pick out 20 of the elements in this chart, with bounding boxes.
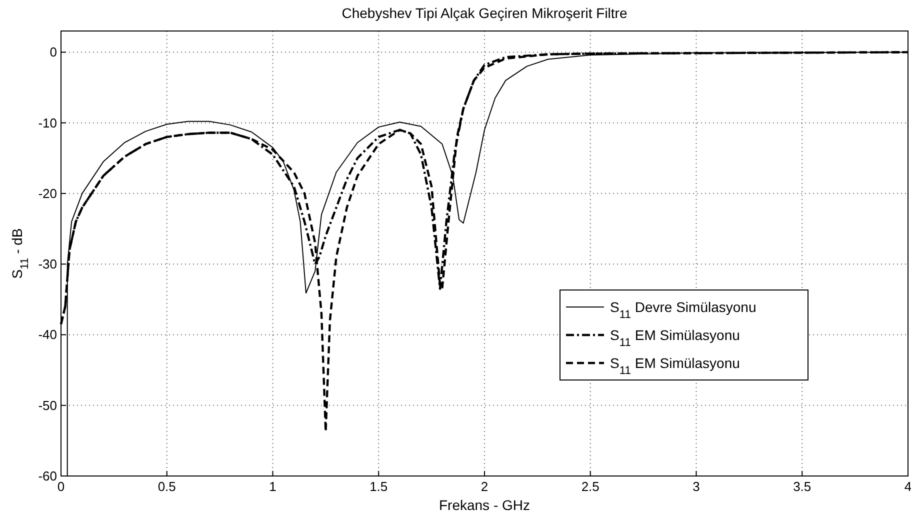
x-tick-label: 3.5	[793, 479, 812, 494]
x-tick-label: 3	[692, 479, 700, 494]
legend-label: S$_{11}$ EM Simülasyonu	[610, 355, 740, 377]
y-tick-label: -60	[38, 468, 57, 484]
chart-title: Chebyshev Tipi Alçak Geçiren Mikroşerit Filtre	[342, 5, 628, 21]
x-axis-title: Frekans - GHz	[438, 497, 530, 513]
x-tick-label: 1.5	[370, 479, 388, 494]
x-tick-label: 2	[480, 479, 488, 494]
y-tick-label: -30	[38, 256, 57, 272]
y-tick-label: -10	[38, 115, 57, 130]
y-tick-label: 0	[50, 44, 57, 60]
legend-label: S$_{11}$ EM Simülasyonu	[610, 327, 740, 349]
x-tick-label: 2.5	[581, 479, 600, 494]
y-tick-label: -40	[38, 327, 57, 342]
legend-label: S$_{11}$ Devre Simülasyonu	[610, 299, 756, 321]
x-tick-label: 0.5	[158, 479, 176, 494]
y-tick-label: -50	[38, 398, 57, 413]
x-tick-label: 4	[904, 479, 911, 494]
x-tick-label: 1	[269, 479, 276, 494]
y-tick-label: -20	[38, 186, 57, 201]
